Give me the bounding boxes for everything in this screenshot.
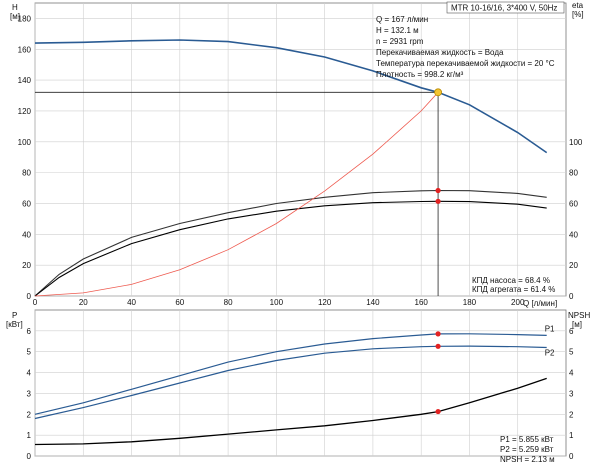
series-eta-unit-line [34,200,547,297]
series-name-p1: P1 [545,324,555,333]
npsh-axis-unit: [м] [572,320,582,329]
eta-axis-label: eta [572,1,584,10]
p-tick-label: 0 [27,452,32,461]
eta-pump-marker [435,187,441,194]
x-tick-label: 120 [318,298,332,307]
h-tick-label: 120 [18,107,32,116]
h-axis-label: H [12,3,18,12]
h-tick-label: 140 [18,76,32,85]
p2-marker [435,343,441,349]
eta-tick-label: 20 [569,261,578,270]
efficiency-label: КПД агрегата = 61.4 % [472,285,555,294]
upper-grid [34,3,566,297]
series-eta-pump-line [34,189,547,297]
x-tick-label: 160 [415,298,429,307]
x-tick-label: 140 [366,298,380,307]
h-tick-label: 60 [22,199,31,208]
x-tick-label: 200 [511,298,525,307]
p-tick-label: 6 [27,327,32,336]
eta-axis-unit: [%] [572,10,584,19]
npsh-marker [435,408,441,415]
npsh-tick-label: 5 [569,348,574,357]
power-npsh-label: P2 = 5.259 кВт [500,445,554,454]
h-tick-label: 40 [22,230,31,239]
h-tick-label: 20 [22,261,31,270]
lower-series-group: P1 P2 [34,324,555,446]
upper-panel: 0 20 40 60 80 100 120 140 160 180 2000204060801001… [10,1,584,308]
lower-tick-labels: 0 1 2 3 4 5 6 0 1 2 3 4 5 6 [27,327,574,461]
power-npsh-label: P1 = 5.855 кВт [500,435,554,444]
p-tick-label: 1 [27,431,32,440]
eta-tick-label: 0 [569,292,574,301]
x-tick-label: 0 [33,298,38,307]
x-tick-label: 100 [270,298,284,307]
eta-tick-label: 60 [569,199,578,208]
upper-plot-frame [34,2,567,297]
h-tick-label: 80 [22,169,31,178]
efficiency-labels: КПД насоса = 68.4 %КПД агрегата = 61.4 % [472,276,555,294]
power-npsh-label: NPSH = 2.13 м [500,455,555,464]
h-tick-label: 100 [18,138,32,147]
p-tick-label: 2 [27,410,32,419]
series-p1-line [34,333,547,415]
upper-series-group [34,39,548,297]
p-axis-label: P [12,311,17,320]
eta-tick-label: 80 [569,169,578,178]
operating-info-line: n = 2931 rpm [376,37,424,46]
h-axis-unit: [м] [10,12,20,21]
p-tick-label: 3 [27,389,32,398]
upper-tick-labels: 0 20 40 60 80 100 120 140 160 180 2000204060801001… [18,14,583,307]
h-tick-label: 160 [18,45,32,54]
npsh-tick-label: 1 [569,431,574,440]
x-tick-label: 40 [127,298,136,307]
operating-info-line: Q = 167 л/мин [376,15,428,24]
q-axis-label: Q [л/мин] [523,299,557,308]
npsh-tick-label: 3 [569,389,574,398]
p1-marker [435,331,441,337]
eta-tick-label: 40 [569,230,578,239]
pump-model-label: MTR 10-16/16, 3*400 V, 50Hz [451,4,557,13]
series-npsh-line [34,377,547,446]
eta-tick-label: 100 [569,138,583,147]
operating-info-line: Плотность = 998.2 кг/м³ [376,70,464,79]
lower-panel: P1 P2 0 1 2 3 4 5 6 0 1 2 3 4 5 6 P [кВт] NPSH [м] P1 … [6,309,590,464]
operating-info: Q = 167 л/мин H = 132.1 м n = 2931 rpm Пере… [376,15,555,79]
h-tick-label: 0 [27,292,32,301]
npsh-tick-label: 0 [569,452,574,461]
npsh-tick-label: 4 [569,369,574,378]
eta-unit-marker [435,198,441,204]
x-tick-label: 80 [224,298,233,307]
npsh-tick-label: 6 [569,327,574,336]
npsh-tick-label: 2 [569,410,574,419]
operating-info-line: Перекачиваемая жидкость = Вода [376,48,504,57]
p-tick-label: 4 [27,369,32,378]
x-tick-label: 20 [79,298,88,307]
h-tick-label: 180 [18,14,32,23]
series-name-p2: P2 [545,349,555,358]
header-box: MTR 10-16/16, 3*400 V, 50Hz [446,1,565,14]
lower-grid [34,310,566,457]
efficiency-label: КПД насоса = 68.4 % [472,276,550,285]
p-tick-label: 5 [27,348,32,357]
npsh-axis-label: NPSH [568,311,590,320]
series-system-line [34,92,439,297]
series-p2-line [34,345,547,420]
lower-plot-frame [34,309,567,457]
operating-info-line: H = 132.1 м [376,26,419,35]
operating-info-line: Температура перекачиваемой жидкости = 20… [376,59,555,68]
p-axis-unit: [кВт] [6,320,23,329]
series-H-line [34,39,548,154]
x-tick-label: 180 [463,298,477,307]
duty-point-marker [434,88,442,97]
x-tick-label: 60 [175,298,184,307]
